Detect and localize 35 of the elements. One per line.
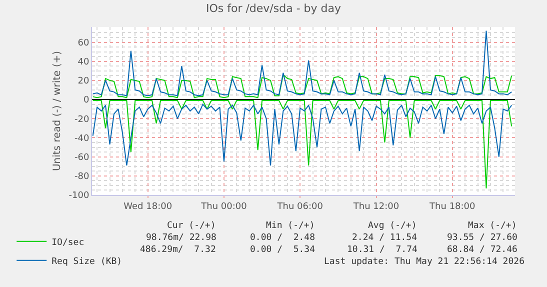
text: 93.55 / 27.60: [447, 233, 518, 243]
x-tick-label: Wed 18:00: [124, 202, 172, 212]
text: 0.00 / 2.48: [250, 233, 316, 243]
text: Max (-/+): [468, 221, 517, 231]
y-tick-label: 20: [78, 76, 90, 87]
text: 486.29m/ 7.32: [140, 245, 216, 255]
text: Min (-/+): [266, 221, 315, 231]
text: Last update: Thu May 21 22:56:14 2026: [324, 257, 524, 267]
x-tick-label: Thu 00:00: [200, 202, 248, 212]
y-tick-label: 60: [78, 38, 90, 48]
y-tick-label: -60: [74, 152, 90, 163]
text: 98.76m/ 22.98: [146, 233, 216, 243]
x-tick-label: Thu 12:00: [352, 202, 400, 212]
y-tick-label: -100: [68, 191, 90, 202]
y-tick-label: 0: [83, 96, 90, 106]
text: Cur (-/+): [167, 221, 216, 231]
line-series: [92, 100, 512, 189]
text: 68.84 / 72.46: [447, 245, 518, 255]
line-series: [92, 74, 512, 98]
y-tick-label: 40: [78, 58, 90, 68]
text: 0.00 / 5.34: [250, 245, 316, 255]
x-tick-label: Thu 18:00: [428, 202, 476, 212]
chart-title: IOs for /dev/sda - by day: [206, 2, 342, 16]
y-tick-label: -80: [74, 172, 90, 182]
text: 10.31 / 7.74: [347, 245, 418, 255]
text: 2.24 / 11.54: [352, 233, 418, 243]
line-series: [92, 104, 512, 166]
text: Avg (-/+): [368, 221, 417, 231]
line-series: [92, 30, 512, 96]
y-tick-label: -20: [74, 114, 90, 125]
legend-label: Req Size (KB): [52, 256, 122, 267]
y-tick-label: -40: [74, 134, 90, 144]
y-axis-title: Units read (-) / write (+): [52, 50, 63, 172]
legend-label: IO/sec: [52, 238, 84, 248]
x-tick-label: Thu 06:00: [276, 202, 324, 212]
